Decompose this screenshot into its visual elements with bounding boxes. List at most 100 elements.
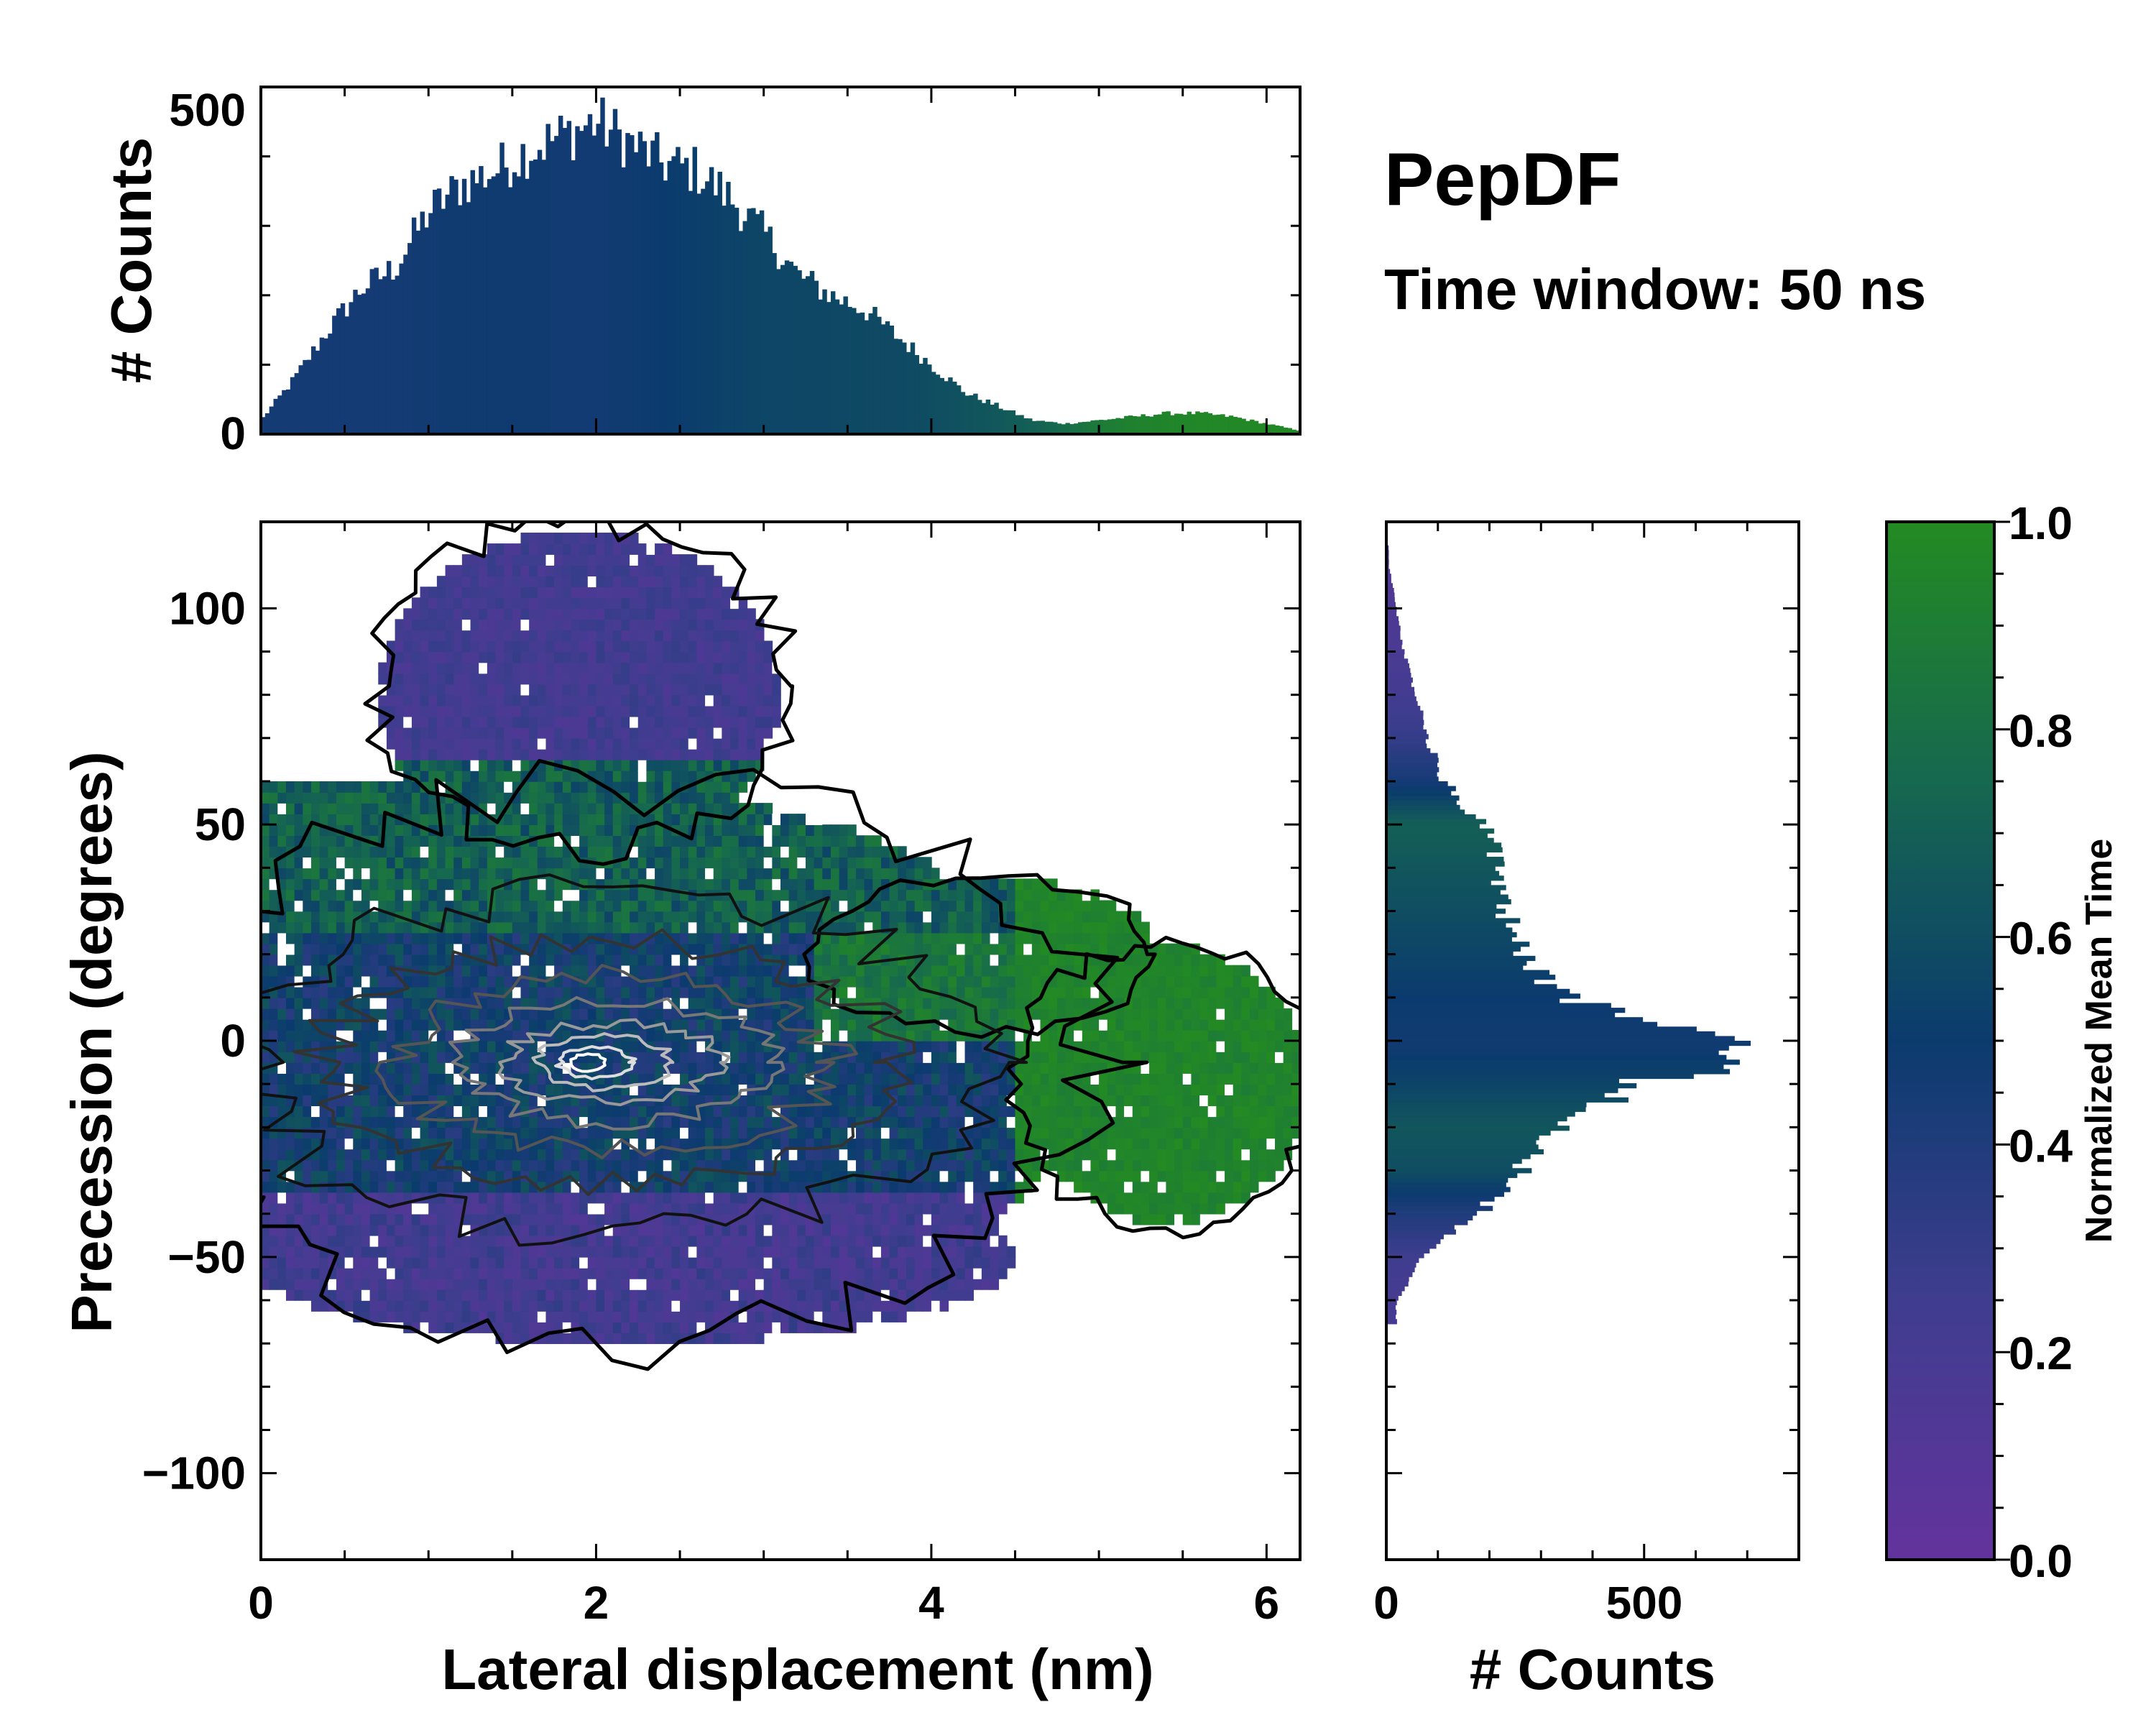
heatmap-cell xyxy=(395,803,405,814)
heatmap-cell xyxy=(562,727,572,739)
heatmap-cell xyxy=(554,684,563,696)
heatmap-cell xyxy=(386,727,396,739)
heatmap-cell xyxy=(495,737,505,750)
heatmap-cell xyxy=(730,1149,740,1161)
heatmap-cell xyxy=(855,1202,865,1215)
heatmap-cell xyxy=(285,1029,295,1041)
heatmap-cell xyxy=(722,705,731,717)
heatmap-cell xyxy=(755,1311,765,1322)
heatmap-cell xyxy=(303,781,312,793)
heatmap-cell xyxy=(763,1213,773,1225)
top-histogram-bar xyxy=(843,296,848,434)
heatmap-cell xyxy=(730,1029,740,1041)
top-histogram-bar xyxy=(918,364,923,434)
heatmap-cell xyxy=(855,846,865,858)
heatmap-cell xyxy=(453,640,463,653)
heatmap-cell xyxy=(428,1235,438,1247)
heatmap-cell xyxy=(428,803,438,814)
top-histogram-bar xyxy=(315,350,321,434)
heatmap-cell xyxy=(353,1073,362,1085)
heatmap-cell xyxy=(587,651,597,663)
heatmap-cell xyxy=(612,748,622,760)
heatmap-cell xyxy=(604,597,614,610)
heatmap-cell xyxy=(361,1256,371,1269)
heatmap-cell xyxy=(688,716,698,728)
heatmap-cell xyxy=(436,1278,446,1290)
heatmap-cell xyxy=(378,1116,387,1128)
heatmap-cell xyxy=(428,727,438,739)
heatmap-cell xyxy=(847,824,857,837)
heatmap-cell xyxy=(562,1159,572,1172)
heatmap-cell xyxy=(855,932,865,944)
heatmap-cell xyxy=(671,1149,681,1161)
heatmap-cell xyxy=(655,1029,664,1041)
heatmap-cell xyxy=(621,921,630,934)
heatmap-cell xyxy=(705,727,714,739)
heatmap-cell xyxy=(579,608,589,620)
heatmap-cell xyxy=(353,1235,362,1247)
heatmap-cell xyxy=(403,943,413,955)
heatmap-cell xyxy=(747,889,756,901)
heatmap-cell xyxy=(470,759,479,771)
heatmap-cell xyxy=(587,1289,597,1301)
heatmap-cell xyxy=(378,1159,387,1172)
heatmap-cell xyxy=(713,1192,723,1204)
heatmap-cell xyxy=(730,975,740,988)
heatmap-cell xyxy=(646,1300,655,1312)
heatmap-cell xyxy=(269,1149,279,1161)
heatmap-cell xyxy=(688,576,698,588)
heatmap-cell xyxy=(378,932,387,944)
heatmap-cell xyxy=(395,1170,405,1182)
heatmap-cell xyxy=(319,1159,329,1172)
heatmap-cell xyxy=(395,1246,405,1258)
heatmap-cell xyxy=(294,1018,304,1031)
heatmap-cell xyxy=(604,1127,614,1139)
heatmap-cell xyxy=(512,543,522,555)
heatmap-cell xyxy=(470,921,479,934)
heatmap-cell xyxy=(353,824,362,837)
heatmap-cell xyxy=(788,900,798,912)
heatmap-cell xyxy=(722,1181,731,1193)
heatmap-cell xyxy=(303,911,312,923)
heatmap-cell xyxy=(713,586,723,599)
heatmap-cell xyxy=(663,694,673,707)
heatmap-cell xyxy=(395,619,405,631)
heatmap-cell xyxy=(655,619,664,631)
heatmap-cell xyxy=(713,781,723,793)
heatmap-cell xyxy=(411,651,421,663)
heatmap-cell xyxy=(621,619,630,631)
heatmap-cell xyxy=(411,737,421,750)
heatmap-cell xyxy=(889,1159,899,1172)
heatmap-cell xyxy=(855,1181,865,1193)
heatmap-cell xyxy=(269,1105,279,1118)
heatmap-cell xyxy=(479,619,488,631)
heatmap-cell xyxy=(420,1300,430,1312)
heatmap-cell xyxy=(705,1333,714,1344)
heatmap-cell xyxy=(830,1127,840,1139)
heatmap-cell xyxy=(864,1149,874,1161)
heatmap-cell xyxy=(747,878,756,891)
heatmap-cell xyxy=(285,1192,295,1204)
heatmap-cell xyxy=(395,1278,405,1290)
heatmap-cell xyxy=(797,1278,806,1290)
heatmap-cell xyxy=(722,651,731,663)
heatmap-cell xyxy=(621,770,630,782)
heatmap-cell xyxy=(353,1029,362,1041)
heatmap-cell xyxy=(520,1062,530,1074)
heatmap-cell xyxy=(411,1213,421,1225)
heatmap-cell xyxy=(655,1289,664,1301)
heatmap-cell xyxy=(855,1018,865,1031)
heatmap-cell xyxy=(285,965,295,977)
top-histogram-bar xyxy=(1275,426,1280,434)
top-histogram-bar xyxy=(545,124,550,434)
heatmap-cell xyxy=(705,1170,714,1182)
heatmap-cell xyxy=(445,608,455,620)
heatmap-cell xyxy=(461,576,471,588)
heatmap-cell xyxy=(269,932,279,944)
heatmap-cell xyxy=(680,1073,689,1085)
heatmap-cell xyxy=(545,1278,555,1290)
heatmap-cell xyxy=(722,921,731,934)
heatmap-cell xyxy=(596,1127,605,1139)
heatmap-cell xyxy=(646,835,655,847)
heatmap-cell xyxy=(487,1052,497,1063)
